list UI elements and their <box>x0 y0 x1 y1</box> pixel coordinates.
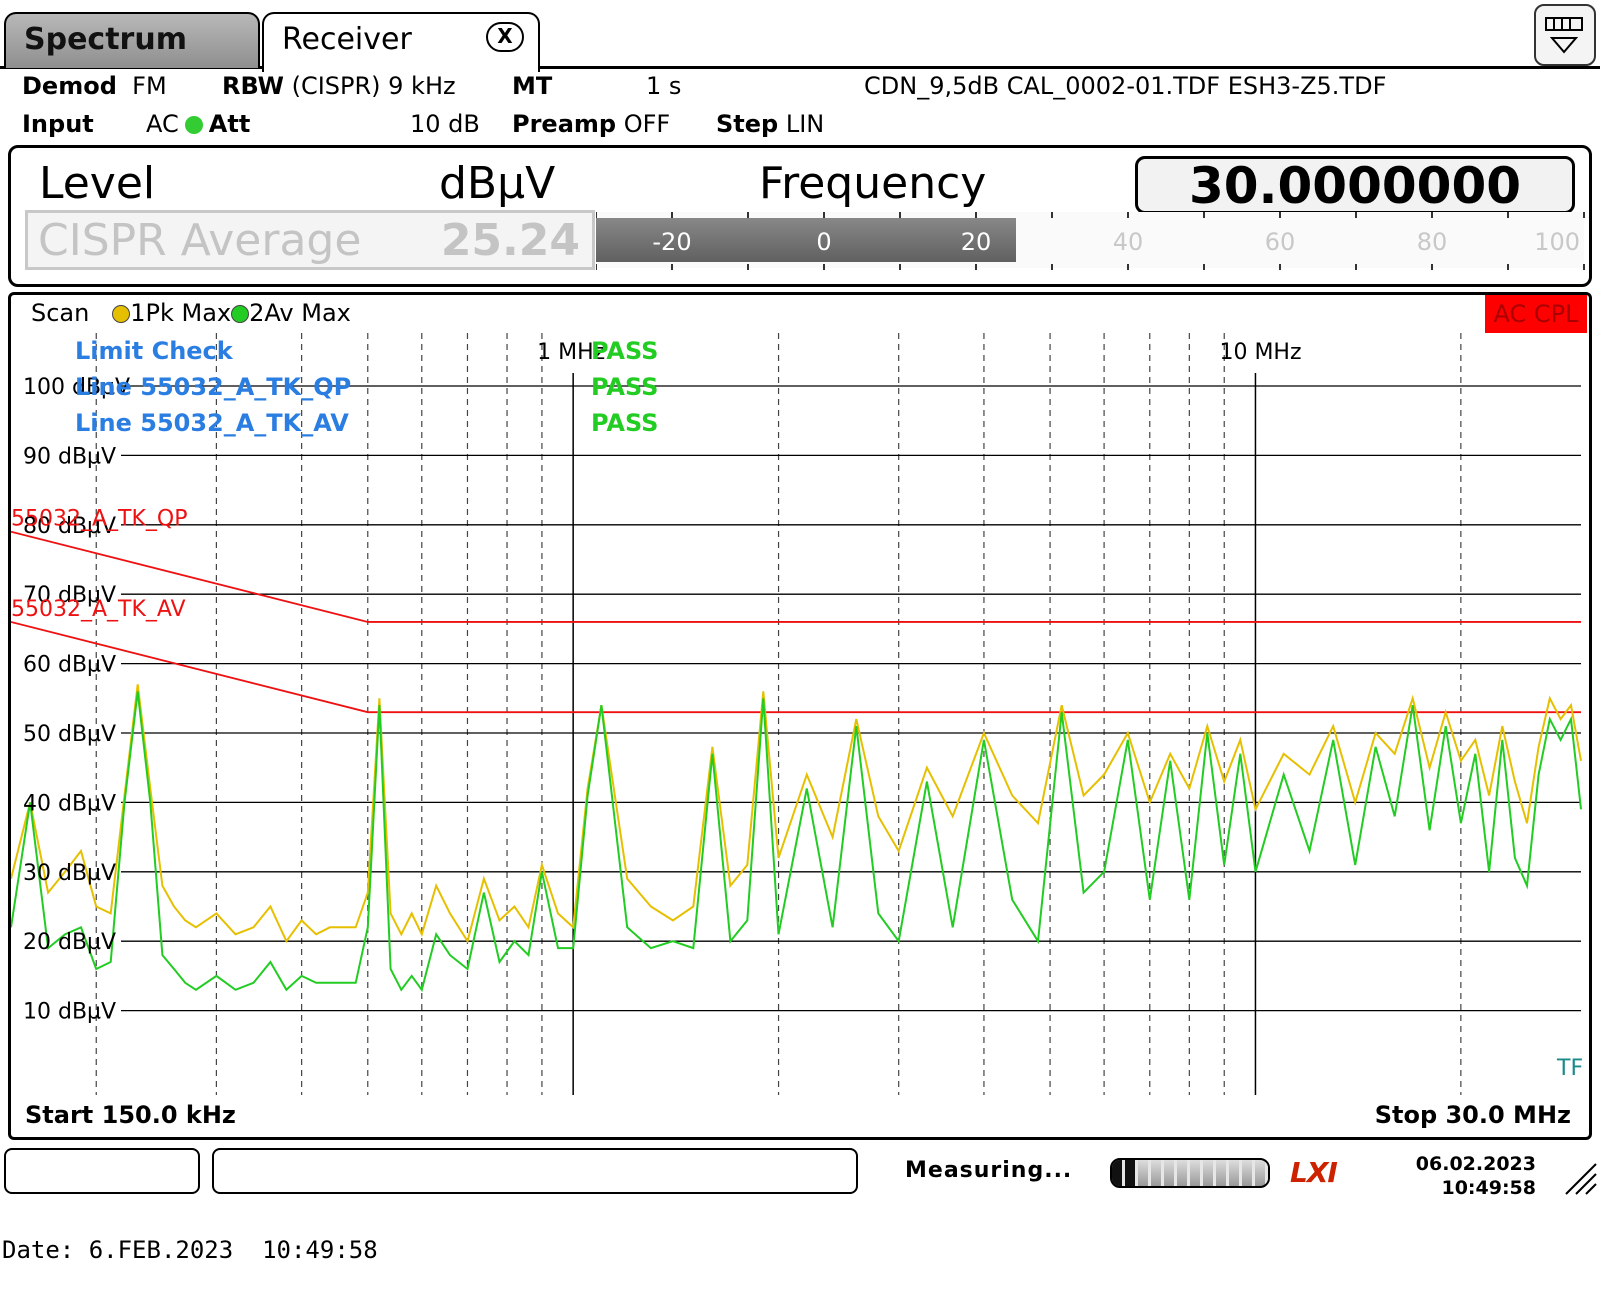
toolbar-menu-icon <box>1545 17 1583 54</box>
limit-line <box>11 621 1581 714</box>
level-panel: Level dBµV Frequency 30.0000000 MHz CISP… <box>8 145 1592 287</box>
transducer-files: CDN_9,5dB CAL_0002-01.TDF ESH3-Z5.TDF <box>864 72 1387 100</box>
meter-tick-label: 80 <box>1417 228 1448 256</box>
progress-segment <box>1112 1160 1125 1186</box>
limit-check-result: PASS <box>591 337 658 365</box>
y-tick-label: 50 dBµV <box>23 722 116 747</box>
progress-segment <box>1151 1160 1164 1186</box>
mt-value: 1 s <box>646 72 682 100</box>
progress-segment <box>1177 1160 1190 1186</box>
limit-check-title: Limit Check <box>75 337 234 365</box>
close-tab-button[interactable]: X <box>486 22 524 52</box>
meter-tick-label: 20 <box>961 228 992 256</box>
step-setting: Step LIN <box>716 110 825 138</box>
resize-grip-icon[interactable] <box>1562 1160 1598 1196</box>
meter-tick-label: 0 <box>816 228 831 256</box>
att-value: 10 dB <box>410 110 480 138</box>
trace2-label[interactable]: 2Av Max <box>249 299 351 327</box>
level-value: 25.24 <box>440 215 580 266</box>
y-tick-label: 40 dBµV <box>23 791 116 816</box>
close-icon: X <box>497 24 513 48</box>
tab-underline <box>540 66 1600 69</box>
trace-peak <box>11 684 1582 944</box>
progress-segment <box>1190 1160 1203 1186</box>
progress-segment <box>1229 1160 1242 1186</box>
mt-label: MT <box>512 72 553 100</box>
meter-tick-label: 40 <box>1113 228 1144 256</box>
limit-line-name: Line 55032_A_TK_AV <box>75 409 349 437</box>
meter-tick-label: 60 <box>1265 228 1296 256</box>
input-status-led <box>184 116 203 134</box>
scan-panel: Scan 1Pk Max 2Av Max AC CPL 100 dBµV 90 dB… <box>8 292 1592 1140</box>
status-datetime: 06.02.2023 10:49:58 <box>1400 1152 1536 1200</box>
limit-line-label: 55032_A_TK_QP <box>11 507 187 532</box>
y-tick-label: 60 dBµV <box>23 653 116 678</box>
progress-bar <box>1110 1158 1270 1188</box>
footer-timestamp: Date: 6.FEB.2023 10:49:58 <box>2 1236 378 1264</box>
tab-receiver[interactable]: Receiver X <box>262 12 540 72</box>
rbw-setting: RBW (CISPR) 9 kHz <box>222 72 456 100</box>
frequency-label: Frequency <box>759 158 987 209</box>
demod-setting: Demod FM <box>22 72 167 100</box>
start-frequency: Start 150.0 kHz <box>25 1101 236 1129</box>
y-tick-label: 80 dBµV <box>23 514 116 539</box>
level-label: Level <box>39 158 156 209</box>
x-tick-label: 1 MHz <box>537 340 605 365</box>
y-tick-label: 90 dBµV <box>23 444 116 469</box>
ac-coupling-badge: AC CPL <box>1485 295 1587 333</box>
trace1-label[interactable]: 1Pk Max <box>130 299 232 327</box>
softkey-field-2[interactable] <box>212 1148 858 1194</box>
tab-spectrum[interactable]: Spectrum <box>4 12 260 68</box>
progress-segment <box>1255 1160 1268 1186</box>
limit-line-label: 55032_A_TK_AV <box>11 597 186 622</box>
y-tick-label: 20 dBµV <box>23 930 116 955</box>
input-value: AC Att <box>146 110 251 138</box>
progress-segment <box>1138 1160 1151 1186</box>
level-meter-bar <box>596 218 1016 262</box>
limit-line-result: PASS <box>591 409 658 437</box>
limit-line <box>11 530 1581 623</box>
tab-spectrum-label: Spectrum <box>24 22 187 57</box>
scan-plot[interactable]: 100 dBµV 90 dBµV 80 dBµV 70 dBµV 60 dBµV 50 d… <box>11 333 1589 1095</box>
preamp-setting: Preamp OFF <box>512 110 671 138</box>
progress-segment <box>1203 1160 1216 1186</box>
status-time: 10:49:58 <box>1441 1177 1536 1199</box>
detector-label: CISPR Average <box>38 215 362 266</box>
scan-legend: Scan 1Pk Max 2Av Max <box>31 299 351 327</box>
level-meter-scale: -20 0 20 40 60 80 100 <box>596 212 1585 270</box>
y-tick-label: 70 dBµV <box>23 583 116 608</box>
progress-segment <box>1242 1160 1255 1186</box>
progress-segment <box>1216 1160 1229 1186</box>
y-tick-label: 10 dBµV <box>23 1000 116 1025</box>
level-unit: dBµV <box>439 158 556 209</box>
softkey-field-1[interactable] <box>4 1148 200 1194</box>
stop-frequency: Stop 30.0 MHz <box>1374 1101 1571 1129</box>
progress-segment <box>1164 1160 1177 1186</box>
toolbar-toggle-button[interactable] <box>1534 4 1596 66</box>
frequency-value-field[interactable]: 30.0000000 MHz <box>1135 156 1575 267</box>
meter-tick-label: 100 <box>1534 228 1580 256</box>
limit-line-result: PASS <box>591 373 658 401</box>
trace-average <box>11 691 1582 993</box>
transducer-flag: TF <box>1556 1056 1583 1081</box>
scan-title: Scan <box>31 299 90 327</box>
trace1-dot-icon <box>112 305 131 323</box>
meter-tick-label: -20 <box>652 228 691 256</box>
lxi-logo: LXI <box>1290 1156 1338 1189</box>
tab-receiver-label: Receiver <box>282 22 412 57</box>
level-readout: CISPR Average 25.24 <box>25 210 595 270</box>
status-date: 06.02.2023 <box>1415 1153 1536 1175</box>
y-tick-label: 30 dBµV <box>23 861 116 886</box>
y-tick-label: 100 dBµV <box>23 375 130 400</box>
x-tick-label: 10 MHz <box>1219 340 1301 365</box>
status-text: Measuring... <box>905 1158 1073 1183</box>
input-label: Input <box>22 110 94 138</box>
limit-line-name: Line 55032_A_TK_QP <box>75 373 351 401</box>
progress-segment <box>1125 1160 1138 1186</box>
trace2-dot-icon <box>231 305 250 323</box>
